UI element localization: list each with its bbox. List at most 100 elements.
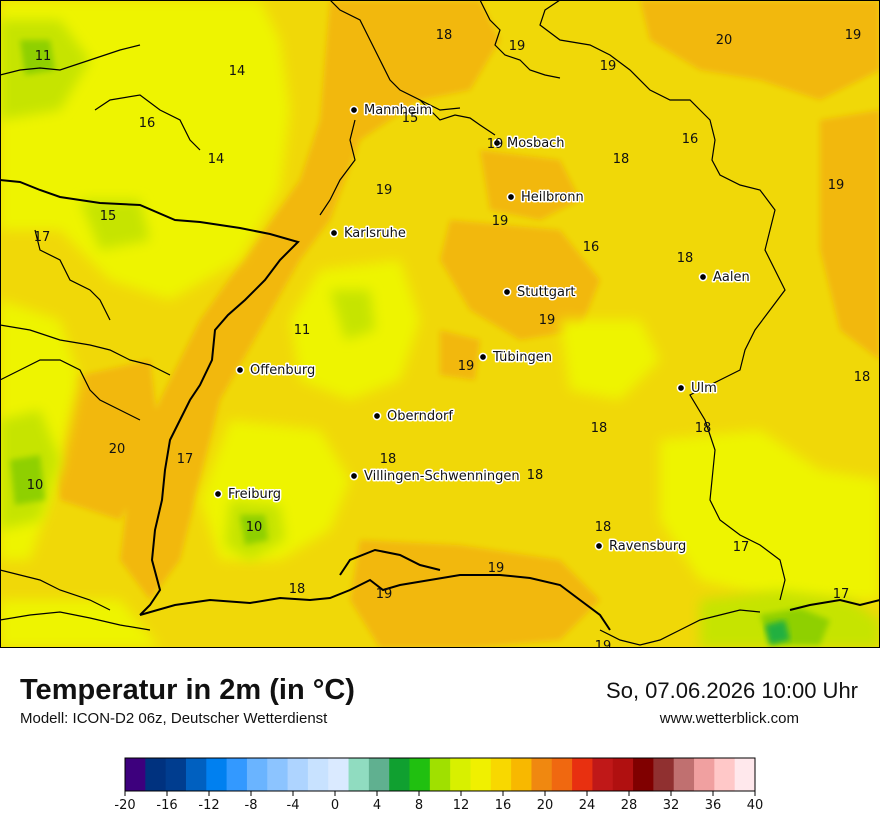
color-legend: -20 -16 -12 -8 -4 0 4 8 12 16 20 24 28 32 36 40 [114, 756, 765, 816]
temperature-value: 19 [376, 183, 393, 198]
temperature-value: 11 [35, 49, 52, 64]
temperature-value: 19 [376, 587, 393, 602]
city-dot [235, 365, 245, 375]
temperature-value: 19 [487, 137, 504, 152]
legend-swatch [226, 758, 248, 791]
legend-tick-label: 28 [621, 798, 638, 813]
legend-tick-label: 4 [373, 798, 381, 813]
temperature-value: 18 [613, 152, 630, 167]
city-dot [349, 471, 359, 481]
temperature-value: 20 [109, 442, 126, 457]
temperature-value: 19 [509, 39, 526, 54]
city-marker: Heilbronn [506, 189, 585, 207]
temperature-value: 15 [402, 111, 419, 126]
legend-swatch [389, 758, 411, 791]
legend-swatch [714, 758, 736, 791]
model-info: Modell: ICON-D2 06z, Deutscher Wetterdie… [20, 710, 328, 727]
temperature-value: 14 [208, 152, 225, 167]
temperature-value: 18 [380, 452, 397, 467]
city-dot [478, 352, 488, 362]
city-marker: Offenburg [235, 362, 317, 380]
legend-swatch [145, 758, 167, 791]
legend-swatch [328, 758, 350, 791]
legend-frame [124, 757, 756, 792]
temperature-value: 20 [716, 33, 733, 48]
temperature-value: 18 [436, 28, 453, 43]
legend-tick-label: -20 [115, 798, 136, 813]
temperature-value: 19 [458, 359, 475, 374]
city-dot [492, 138, 502, 148]
legend-swatch [734, 758, 756, 791]
temperature-value: 19 [595, 639, 612, 648]
legend-swatch [429, 758, 451, 791]
legend-swatch [409, 758, 431, 791]
legend-swatch [511, 758, 532, 791]
city-label: Karlsruhe [344, 226, 406, 241]
temperature-map: Mannheim Mosbach Heilbronn Karlsruhe Stuttga… [0, 0, 880, 648]
legend-swatch [165, 758, 187, 791]
legend-swatch [267, 758, 289, 791]
temperature-value: 18 [695, 421, 712, 436]
temperature-value: 17 [833, 587, 850, 602]
legend-tick-label: 0 [331, 798, 339, 813]
legend-swatch [307, 758, 329, 791]
city-label: Oberndorf [387, 409, 453, 424]
temperature-value: 19 [600, 59, 617, 74]
temperature-value: 19 [539, 313, 556, 328]
temperature-value: 18 [677, 251, 694, 266]
city-dot [698, 272, 708, 282]
city-marker: Ravensburg [594, 538, 688, 556]
city-marker: Villingen-Schwenningen [349, 468, 521, 486]
map-footer: Temperatur in 2m (in °C) Modell: ICON-D2… [0, 648, 880, 830]
city-dot [676, 383, 686, 393]
temperature-value: 10 [27, 478, 44, 493]
temperature-value: 16 [139, 116, 156, 131]
city-label: Ravensburg [609, 539, 686, 554]
legend-tick-label: 24 [579, 798, 596, 813]
temperature-value: 18 [527, 468, 544, 483]
legend-swatch [287, 758, 309, 791]
temperature-value: 17 [34, 230, 51, 245]
temperature-value: 19 [845, 28, 862, 43]
legend-swatch [246, 758, 268, 791]
legend-tick-label: 36 [705, 798, 722, 813]
city-marker: Mannheim [349, 102, 434, 120]
legend-tick-label: 32 [663, 798, 680, 813]
city-label: Villingen-Schwenningen [364, 469, 520, 484]
city-marker: Karlsruhe [329, 225, 407, 243]
city-label: Stuttgart [517, 285, 575, 300]
website-link[interactable]: www.wetterblick.com [659, 710, 799, 727]
city-dot [213, 489, 223, 499]
city-marker: Freiburg [213, 486, 283, 504]
city-label: Tübingen [492, 350, 552, 365]
city-label: Ulm [691, 381, 717, 396]
city-marker: Aalen [698, 269, 751, 287]
city-label: Aalen [713, 270, 750, 285]
legend-tick-label: -16 [156, 798, 177, 813]
value-layer: 11 14 18 19 19 20 19 16 15 19 18 16 14 19 19 15 19 17 16 18… [27, 28, 871, 648]
temperature-value: 17 [733, 540, 750, 555]
city-dot [502, 287, 512, 297]
temperature-value: 18 [595, 520, 612, 535]
legend-tick-label: 20 [537, 798, 554, 813]
city-marker: Oberndorf [372, 408, 455, 426]
temperature-value: 17 [177, 452, 194, 467]
city-dot [329, 228, 339, 238]
legend-tick-label: 40 [747, 798, 764, 813]
legend-tick-label: 12 [453, 798, 470, 813]
temperature-value: 19 [488, 561, 505, 576]
temperature-value: 15 [100, 209, 117, 224]
legend-swatch [490, 758, 512, 791]
city-label: Heilbronn [521, 190, 584, 205]
map-title: Temperatur in 2m (in °C) [20, 674, 355, 706]
legend-swatch [185, 758, 207, 791]
city-marker: Mosbach [492, 135, 566, 153]
legend-swatch [450, 758, 471, 791]
legend-swatch [612, 758, 634, 791]
legend-swatch [592, 758, 614, 791]
legend-tick-label: -12 [198, 798, 219, 813]
temperature-value: 16 [583, 240, 600, 255]
legend-swatch [673, 758, 695, 791]
legend-swatch [368, 758, 390, 791]
legend-tick-label: -4 [287, 798, 300, 813]
